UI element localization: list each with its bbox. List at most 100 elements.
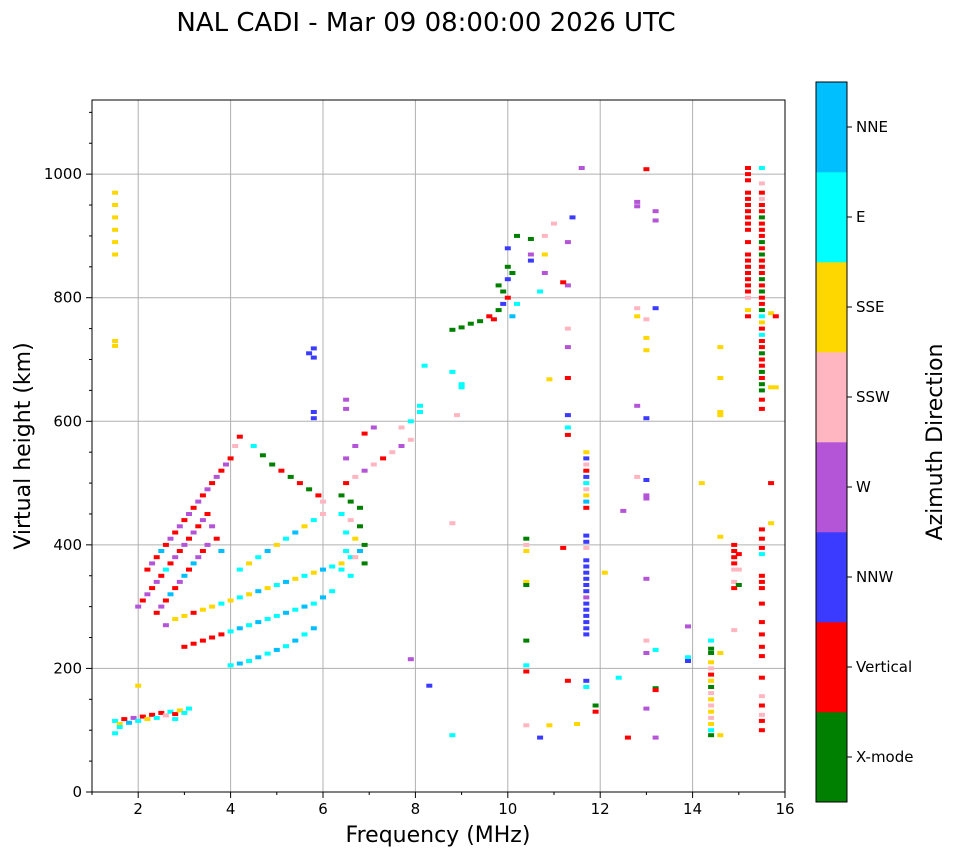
data-point — [643, 167, 650, 172]
data-point — [758, 295, 765, 300]
data-point — [199, 549, 206, 553]
data-point — [708, 722, 715, 726]
data-point — [264, 586, 271, 591]
data-point — [643, 496, 650, 501]
data-point — [477, 319, 484, 324]
data-point — [310, 410, 317, 414]
data-point — [343, 406, 350, 411]
data-point — [758, 388, 765, 393]
data-point — [564, 432, 571, 437]
data-point — [708, 691, 715, 696]
data-point — [745, 277, 751, 282]
data-point — [708, 646, 715, 651]
data-point — [564, 283, 571, 288]
data-point — [153, 555, 160, 560]
data-point — [509, 314, 516, 319]
data-point — [758, 221, 765, 226]
data-point — [389, 450, 396, 455]
data-point — [758, 277, 765, 282]
data-point — [583, 570, 590, 575]
x-axis-label: Frequency (MHz) — [346, 823, 531, 848]
data-point — [352, 536, 359, 541]
data-point — [564, 240, 571, 245]
data-point — [564, 345, 571, 350]
data-point — [209, 635, 216, 640]
data-point — [583, 450, 590, 455]
data-point — [758, 644, 765, 649]
data-point — [758, 166, 765, 170]
data-point — [310, 601, 317, 606]
data-point — [745, 178, 751, 183]
y-tick-label: 600 — [53, 412, 82, 430]
data-point — [287, 474, 294, 479]
data-point — [209, 604, 216, 609]
data-point — [172, 530, 179, 535]
data-point — [186, 567, 192, 572]
data-point — [135, 718, 142, 723]
data-point — [264, 617, 271, 621]
data-point — [227, 598, 234, 603]
data-point — [527, 237, 534, 241]
data-point — [758, 252, 765, 257]
data-point — [523, 579, 530, 584]
data-point — [745, 227, 751, 232]
colorbar-label-e: E — [856, 208, 865, 226]
data-point — [758, 271, 765, 275]
data-point — [758, 190, 765, 195]
data-point — [523, 549, 530, 553]
data-point — [162, 713, 169, 718]
data-point — [504, 295, 511, 300]
data-point — [449, 327, 456, 332]
data-point — [758, 718, 765, 723]
azimuth-colorbar: X-mode Vertical NNW W SSW SSE E NNE — [815, 81, 913, 803]
data-point — [541, 271, 548, 275]
data-point — [218, 468, 225, 473]
data-point — [172, 586, 179, 591]
data-point — [130, 715, 137, 720]
data-point — [537, 289, 544, 294]
data-point — [583, 626, 590, 631]
data-point — [310, 570, 317, 575]
data-point — [541, 252, 548, 257]
data-point — [708, 678, 715, 683]
data-point — [708, 728, 715, 733]
data-point — [204, 542, 211, 547]
data-point — [758, 308, 765, 313]
data-point — [236, 595, 243, 600]
colorbar-swatch — [816, 262, 847, 353]
data-point — [310, 355, 317, 360]
data-point — [209, 481, 216, 486]
data-point — [223, 462, 229, 467]
data-point — [112, 731, 119, 736]
y-axis-label: Virtual height (km) — [11, 342, 36, 549]
data-point — [592, 709, 599, 714]
data-point — [643, 416, 650, 421]
data-point — [126, 720, 132, 725]
data-point — [135, 683, 142, 688]
data-point — [758, 376, 765, 380]
data-point — [745, 289, 751, 294]
data-point — [758, 181, 765, 186]
data-point — [745, 283, 751, 288]
data-point — [643, 706, 650, 711]
data-point — [758, 345, 765, 350]
data-point — [264, 651, 271, 656]
data-point — [745, 172, 751, 177]
data-point — [190, 505, 197, 510]
data-point — [343, 481, 350, 486]
data-point — [255, 589, 262, 594]
data-point — [634, 314, 641, 319]
data-point — [634, 403, 641, 408]
data-point — [172, 617, 179, 621]
data-point — [634, 474, 641, 479]
data-point — [583, 685, 590, 689]
data-point — [624, 735, 631, 740]
data-point — [500, 301, 507, 306]
data-point — [370, 462, 377, 467]
data-point — [731, 542, 738, 547]
data-point — [199, 607, 206, 612]
data-point — [273, 583, 280, 587]
data-point — [601, 570, 608, 575]
data-point — [306, 487, 313, 492]
data-point — [181, 710, 188, 715]
